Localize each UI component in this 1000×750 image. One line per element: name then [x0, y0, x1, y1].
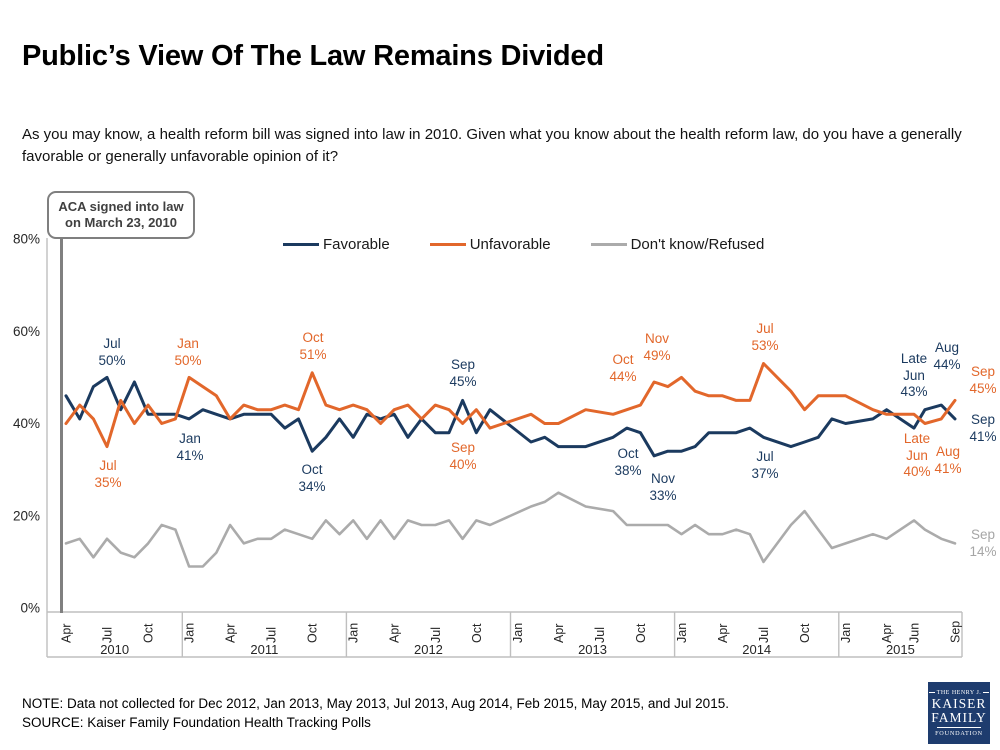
x-tick-label: Jul: [265, 627, 279, 643]
x-tick-label: Apr: [60, 624, 74, 643]
legend-label-favorable: Favorable: [323, 236, 390, 253]
x-tick-label: Apr: [716, 624, 730, 643]
x-tick-label: Apr: [388, 624, 402, 643]
kff-rule-right: [983, 692, 990, 693]
kff-rule-left: [928, 692, 935, 693]
year-label: 2010: [100, 642, 129, 657]
year-label: 2012: [414, 642, 443, 657]
aca-callout-box: ACA signed into law on March 23, 2010: [47, 191, 195, 239]
kff-foundation: FOUNDATION: [935, 729, 983, 737]
year-label: 2013: [578, 642, 607, 657]
legend-label-unfavorable: Unfavorable: [469, 236, 551, 253]
favorable-line-swatch-icon: [283, 243, 319, 246]
x-tick-label: Jul: [757, 627, 771, 643]
chart-note: NOTE: Data not collected for Dec 2012, J…: [22, 696, 729, 711]
x-tick-label: Apr: [552, 624, 566, 643]
legend-item-unfavorable: Unfavorable: [429, 236, 551, 253]
aca-callout-text: ACA signed into law on March 23, 2010: [58, 199, 184, 230]
x-tick-label: Oct: [142, 623, 156, 643]
dk-series-line: [64, 491, 957, 568]
y-tick-label: 20%: [13, 508, 40, 523]
chart-legend: Favorable Unfavorable Don't know/Refused: [283, 236, 764, 253]
fav-series-line: [64, 375, 957, 458]
year-label: 2011: [250, 642, 278, 657]
legend-item-dontknow: Don't know/Refused: [590, 236, 765, 253]
chart-source: SOURCE: Kaiser Family Foundation Health …: [22, 715, 371, 730]
x-tick-label: Sep: [949, 621, 963, 643]
kff-logo-top-line: THE HENRY J.: [928, 689, 990, 696]
kff-henry-j: THE HENRY J.: [936, 689, 982, 696]
year-label: 2014: [742, 642, 771, 657]
x-tick-label: Oct: [634, 623, 648, 643]
y-tick-label: 80%: [13, 232, 40, 247]
kff-separator-rule: [937, 726, 981, 728]
x-tick-label: Oct: [306, 623, 320, 643]
y-tick-label: 40%: [13, 416, 40, 431]
x-tick-label: Jan: [675, 623, 689, 643]
x-tick-label: Jan: [511, 623, 525, 643]
x-tick-label: Jul: [101, 627, 115, 643]
legend-item-favorable: Favorable: [283, 236, 390, 253]
x-tick-label: Jan: [183, 623, 197, 643]
unfav-series-line: [64, 362, 957, 449]
x-tick-label: Apr: [880, 624, 894, 643]
aca-callout-line: [60, 233, 63, 613]
x-tick-label: Jan: [839, 623, 853, 643]
y-tick-label: 0%: [20, 601, 40, 616]
x-tick-label: Apr: [224, 624, 238, 643]
year-label: 2015: [886, 642, 915, 657]
x-tick-label: Jul: [593, 627, 607, 643]
kff-logo: THE HENRY J. KAISER FAMILY FOUNDATION: [928, 682, 990, 744]
page-title: Public’s View Of The Law Remains Divided: [22, 40, 604, 72]
dontknow-line-swatch-icon: [590, 243, 627, 246]
x-tick-label: Jul: [429, 627, 443, 643]
legend-label-dontknow: Don't know/Refused: [630, 236, 765, 253]
y-tick-label: 60%: [13, 324, 40, 339]
survey-question-text: As you may know, a health reform bill wa…: [22, 126, 962, 165]
x-tick-label: Oct: [470, 623, 484, 643]
kff-family: FAMILY: [931, 709, 987, 725]
unfavorable-line-swatch-icon: [429, 243, 466, 246]
kff-kaiser: KAISER: [931, 695, 987, 711]
x-tick-label: Jun: [908, 623, 922, 643]
x-tick-label: Oct: [798, 623, 812, 643]
x-tick-label: Jan: [347, 623, 361, 643]
